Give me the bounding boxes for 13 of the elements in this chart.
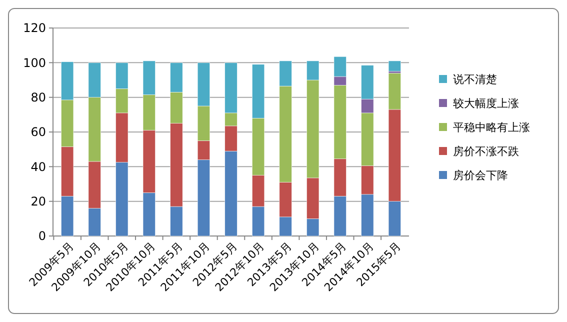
- y-tick-label: 0: [38, 229, 46, 244]
- y-tick-label: 120: [23, 21, 46, 36]
- y-tick-label: 80: [30, 90, 46, 105]
- legend-label: 较大幅度上涨: [453, 96, 519, 110]
- legend-label: 平稳中略有上涨: [453, 120, 530, 134]
- y-tick-label: 40: [30, 160, 46, 174]
- y-tick-label: 60: [30, 125, 46, 140]
- legend-label: 房价不涨不跌: [453, 144, 519, 158]
- y-tick-label: 100: [23, 56, 46, 70]
- bar: [388, 60, 401, 72]
- y-tick-label: 20: [30, 194, 46, 209]
- legend-label: 房价会下降: [453, 168, 508, 182]
- legend-label: 说不清楚: [453, 72, 497, 86]
